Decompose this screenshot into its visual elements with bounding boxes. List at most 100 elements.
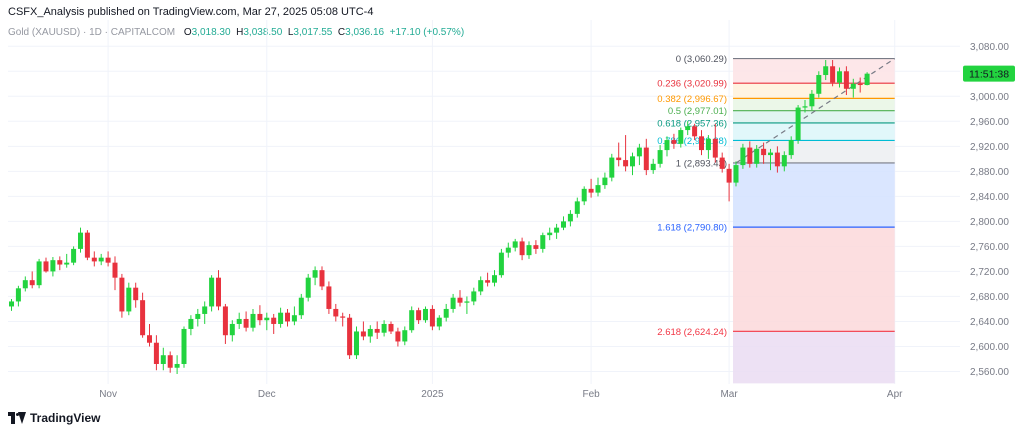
candle-body	[374, 328, 380, 333]
candle-body	[830, 66, 836, 83]
candle-body	[57, 260, 63, 265]
fib-trend-line	[735, 58, 896, 164]
candle-body	[160, 355, 166, 364]
candle-body	[616, 157, 622, 161]
candle-body	[567, 213, 573, 222]
candle-body	[719, 157, 725, 169]
candle-body	[740, 147, 746, 166]
candle-body	[795, 107, 801, 141]
candle-body	[685, 126, 691, 131]
footer-brand: TradingView	[8, 411, 100, 425]
candle-body	[726, 168, 732, 183]
y-tick-label: 2,800.00	[970, 217, 1009, 228]
candle-body	[250, 313, 256, 328]
fib-zone-3.618	[733, 331, 895, 384]
candle-body	[367, 328, 373, 337]
high-value: 3,038.50	[243, 27, 283, 38]
candle-body	[533, 245, 539, 249]
candle-body	[285, 312, 290, 322]
symbol-info-line: Gold (XAUUSD) · 1D · CAPITALCOM O3,018.3…	[8, 27, 464, 38]
candle-body	[326, 286, 332, 309]
candle-body	[526, 245, 532, 256]
candle-body	[140, 300, 146, 336]
candle-body	[195, 313, 201, 319]
candle-body	[202, 306, 208, 314]
candle-body	[574, 201, 580, 214]
candle-body	[416, 310, 422, 321]
candle-body	[291, 315, 297, 322]
candle-body	[512, 241, 518, 248]
candle-body	[850, 83, 856, 89]
candle-body	[43, 261, 49, 272]
candle-body	[216, 277, 221, 307]
y-tick-label: 2,960.00	[970, 117, 1009, 128]
candle-body	[147, 335, 152, 343]
candle-body	[492, 275, 497, 283]
y-tick-label: 2,680.00	[970, 292, 1009, 303]
fib-label-0.5: 0.5 (2,977.01)	[668, 106, 727, 117]
fib-zone-2.618	[733, 227, 895, 332]
candle-body	[623, 160, 629, 167]
y-tick-label: 2,920.00	[970, 142, 1009, 153]
candle-body	[112, 262, 118, 278]
candle-body	[547, 232, 553, 236]
y-tick-label: 2,880.00	[970, 167, 1009, 178]
y-tick-label: 3,000.00	[970, 92, 1009, 103]
candle-body	[498, 252, 504, 276]
candle-body	[360, 331, 366, 337]
candle-body	[9, 301, 14, 307]
last-price-countdown: 11:51:38	[969, 69, 1009, 81]
candle-body	[705, 138, 711, 151]
candle-body	[188, 318, 194, 329]
candle-body	[643, 147, 649, 171]
candle-body	[402, 330, 408, 342]
y-tick-label: 3,080.00	[970, 42, 1009, 53]
candle-body	[36, 261, 42, 286]
candle-body	[167, 355, 173, 368]
candle-body	[857, 83, 863, 86]
y-tick-label: 2,640.00	[970, 317, 1009, 328]
candle-body	[747, 147, 753, 164]
candle-body	[71, 248, 77, 263]
y-tick-label: 2,760.00	[970, 242, 1009, 253]
candle-body	[312, 270, 318, 278]
y-tick-label: 2,720.00	[970, 267, 1009, 278]
candle-body	[609, 157, 615, 178]
candle-body	[340, 316, 346, 318]
candle-body	[823, 66, 829, 76]
last-price-tag	[963, 65, 1015, 82]
candle-body	[630, 156, 635, 167]
candle-body	[229, 323, 235, 336]
candle-body	[774, 152, 780, 167]
symbol-name[interactable]: Gold (XAUUSD) · 1D · CAPITALCOM	[8, 27, 176, 38]
candle-body	[15, 288, 21, 302]
candle-body	[354, 331, 359, 356]
candle-body	[395, 331, 401, 342]
fib-zone-0.236	[733, 58, 895, 84]
candle-body	[319, 270, 325, 287]
candle-body	[561, 221, 566, 228]
candle-body	[409, 310, 415, 331]
candle-body	[347, 317, 353, 356]
y-tick-label: 2,560.00	[970, 367, 1009, 378]
candle-body	[754, 148, 760, 164]
candle-body	[457, 297, 463, 303]
y-tick-label: 2,840.00	[970, 192, 1009, 203]
open-label: O	[183, 27, 192, 38]
candle-body	[98, 257, 104, 262]
candle-body	[678, 130, 684, 144]
candle-body	[84, 232, 90, 258]
candle-body	[581, 188, 587, 202]
x-tick-label: Nov	[99, 389, 117, 400]
fib-label-0: 0 (3,060.29)	[676, 54, 727, 65]
candle-body	[174, 363, 180, 368]
candle-body	[209, 277, 215, 307]
candle-body	[505, 247, 511, 253]
x-tick-label: Mar	[720, 389, 738, 400]
candle-body	[64, 262, 70, 265]
candle-body	[712, 138, 718, 158]
fib-label-1.618: 1.618 (2,790.80)	[657, 223, 727, 234]
candle-body	[733, 165, 739, 183]
candle-body	[298, 297, 304, 316]
